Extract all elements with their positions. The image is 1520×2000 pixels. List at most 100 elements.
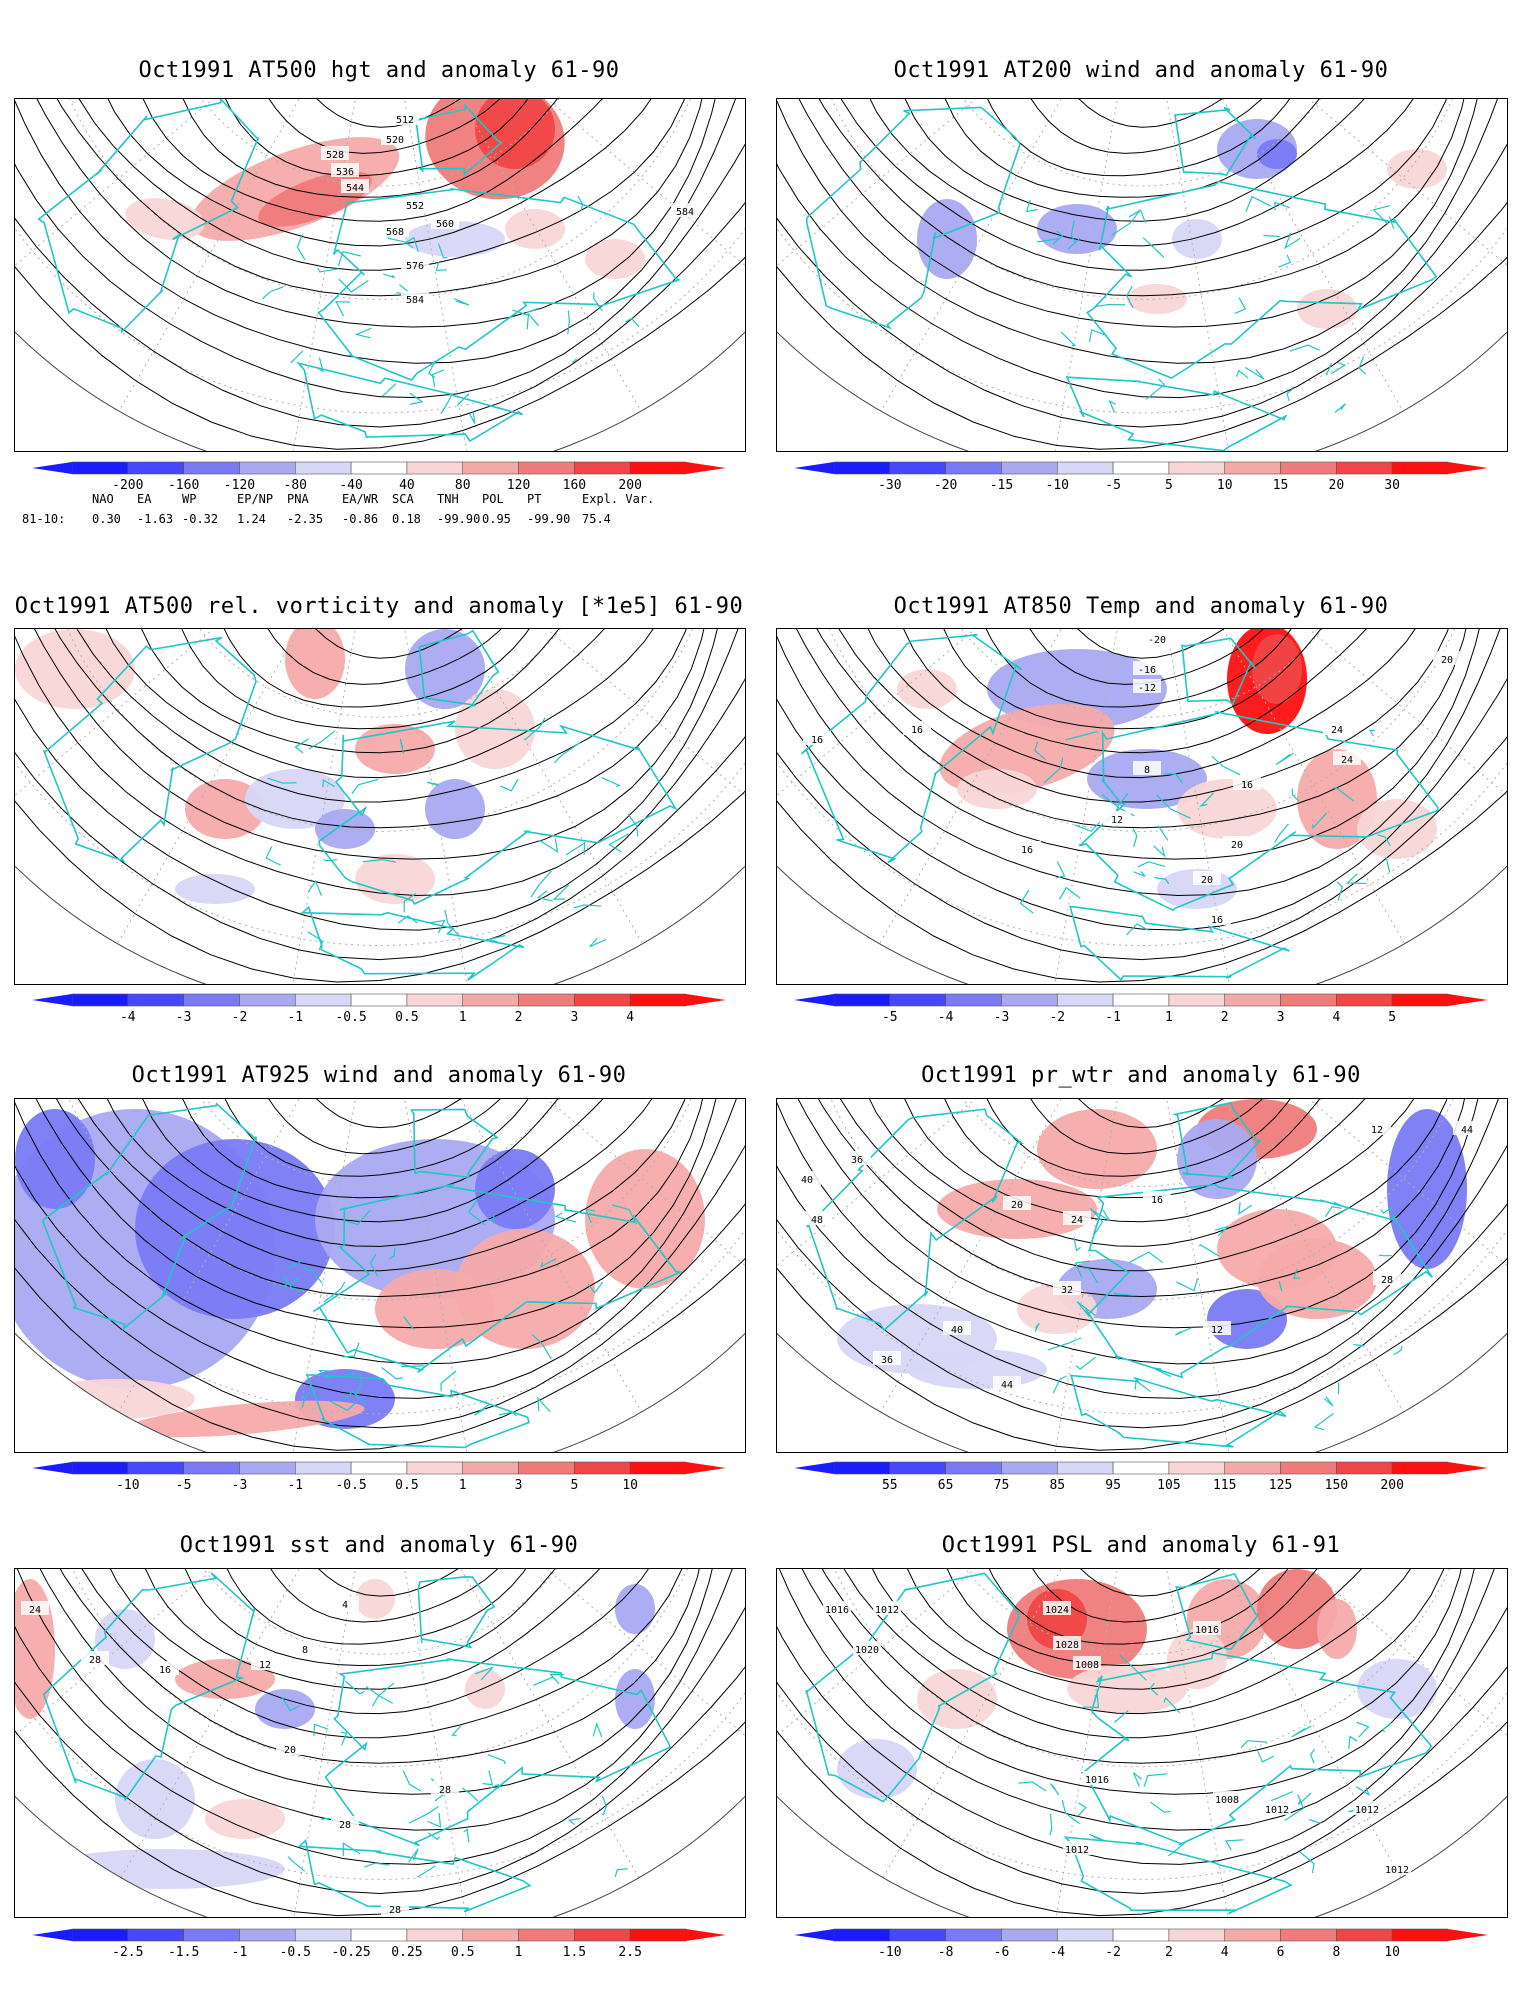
- contour-label-bg: [1233, 776, 1261, 790]
- anomaly-shading: [1027, 1589, 1087, 1649]
- colorbar-arrow-left: [794, 994, 834, 1006]
- country-border: [1132, 1772, 1142, 1787]
- teleconnection-row-label: 81-10:: [22, 512, 66, 526]
- country-border: [286, 1260, 302, 1270]
- contour-label-bg: [1133, 761, 1161, 775]
- contour-label: 520: [386, 135, 404, 146]
- colorbar-segment: [945, 461, 1002, 475]
- colorbar-container: -4 -3 -2 -1 -0.5 0.5 1 2 3 4: [24, 990, 734, 1030]
- contour-line: [15, 1099, 745, 1399]
- panel-title: Oct1991 pr_wtr and anomaly 61-90: [921, 1063, 1361, 1088]
- contour-line: [777, 1569, 1507, 1917]
- contour-label: -16: [1138, 665, 1156, 676]
- country-border: [1129, 1251, 1163, 1263]
- colorbar-arrow-right: [1448, 1462, 1488, 1474]
- contour-line: [777, 1099, 1507, 1451]
- colorbar-segment: [629, 1928, 687, 1942]
- colorbar-tick-label: 200: [1380, 1478, 1404, 1493]
- map-domain: [15, 99, 745, 451]
- colorbar-tick-label: -2.5: [112, 1945, 144, 1960]
- colorbar-tick-label: 200: [618, 478, 642, 493]
- colorbar-segment: [889, 1928, 946, 1942]
- contour-line: [88, 99, 684, 247]
- country-border: [1291, 1725, 1312, 1738]
- colorbar-tick-label: 3: [1276, 1010, 1285, 1025]
- coastline: [317, 187, 681, 381]
- contour-line: [816, 1569, 1459, 1739]
- anomaly-shading: [475, 1149, 555, 1229]
- anomaly-shading: [1037, 1109, 1157, 1189]
- teleconnection-header: PNA: [287, 492, 309, 506]
- contour-label-bg: [903, 721, 931, 735]
- colorbar-segment: [1056, 1461, 1114, 1475]
- panel-title: Oct1991 PSL and anomaly 61-91: [941, 1533, 1341, 1558]
- contour-label-bg: [1103, 811, 1131, 825]
- teleconnection-header: WP: [182, 492, 197, 506]
- contour-label: 16: [811, 735, 823, 746]
- country-border: [1380, 1206, 1394, 1214]
- contour-line: [15, 1569, 733, 1795]
- colorbar-tick-label: 5: [1388, 1010, 1397, 1025]
- contour-label: 40: [801, 1175, 813, 1186]
- contour-line: [777, 99, 1507, 428]
- colorbar-tick-label: -0.25: [331, 1945, 371, 1960]
- country-border: [342, 1842, 361, 1857]
- contour-line: [128, 99, 662, 222]
- colorbar-segment: [1391, 993, 1449, 1007]
- teleconnection-header: TNH: [437, 492, 459, 506]
- country-border: [338, 278, 369, 293]
- coastline: [42, 636, 257, 863]
- country-border: [456, 393, 470, 406]
- country-border: [1324, 1206, 1342, 1218]
- colorbar-tick-label: 1: [458, 1010, 467, 1025]
- meridian-gridline: [379, 1099, 745, 1139]
- colorbar-tick-label: 65: [937, 1478, 954, 1493]
- country-border: [1336, 881, 1343, 901]
- colorbar-segment: [1391, 461, 1449, 475]
- country-border: [1245, 195, 1272, 212]
- contour-line: [889, 1099, 1425, 1223]
- colorbar-tick-label: -3: [993, 1010, 1010, 1025]
- meridian-gridline: [1051, 1569, 1143, 1917]
- country-border: [1372, 205, 1390, 225]
- country-border: [402, 236, 419, 252]
- anomaly-shading: [175, 1659, 275, 1699]
- country-border: [340, 1731, 348, 1746]
- contour-label-bg: [803, 731, 831, 745]
- contour-label: 1012: [1385, 1865, 1409, 1876]
- country-border: [487, 1754, 507, 1765]
- colorbar-segment: [1001, 1461, 1058, 1475]
- panel-title: Oct1991 AT500 rel. vorticity and anomaly…: [14, 594, 744, 619]
- contour-line: [777, 629, 1507, 961]
- colorbar-segment: [629, 461, 687, 475]
- country-border: [1240, 1740, 1267, 1749]
- contour-label-bg: [251, 1656, 279, 1670]
- contour-line: [54, 1569, 697, 1739]
- colorbar-tick-label: 0.5: [450, 1945, 475, 1960]
- contour-label-bg: [1143, 631, 1171, 645]
- coastline: [1086, 180, 1438, 379]
- contour-label-bg: [671, 203, 699, 217]
- contour-line: [178, 629, 592, 708]
- country-border: [614, 1868, 628, 1877]
- country-border: [451, 1725, 462, 1737]
- country-border: [1309, 1748, 1316, 1764]
- country-border: [294, 738, 309, 754]
- colorbar-segment: [239, 1461, 296, 1475]
- contour-line: [849, 629, 1447, 779]
- country-border: [1156, 794, 1191, 819]
- country-border: [267, 777, 297, 784]
- contour-line: [777, 99, 1507, 399]
- country-border: [389, 1247, 396, 1260]
- contour-line: [777, 629, 1500, 860]
- coastline: [305, 1374, 530, 1449]
- contour-label-bg: [943, 1321, 971, 1335]
- colorbar-arrow-right: [1448, 462, 1488, 474]
- anomaly-shading: [425, 779, 485, 839]
- colorbar-tick-label: 5: [570, 1478, 579, 1493]
- contour-label: 584: [406, 295, 424, 306]
- contour-line: [209, 629, 525, 659]
- country-border: [467, 1197, 486, 1226]
- coastline: [1063, 1836, 1293, 1915]
- country-border: [1052, 230, 1064, 245]
